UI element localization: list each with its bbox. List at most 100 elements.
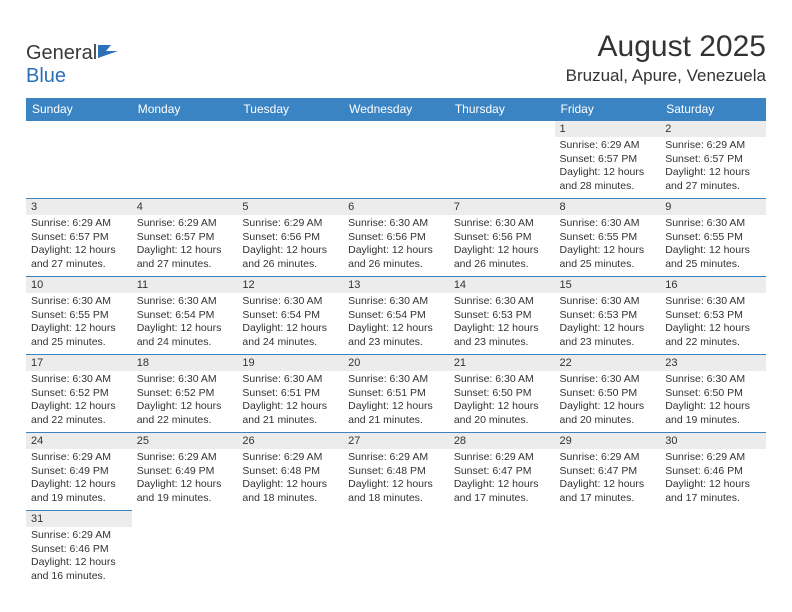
daylight-line: Daylight: 12 hours and 24 minutes. — [242, 322, 338, 349]
calendar-empty — [449, 511, 555, 589]
sunrise-line: Sunrise: 6:29 AM — [137, 217, 233, 231]
sunset-line: Sunset: 6:55 PM — [560, 231, 656, 245]
daylight-line: Daylight: 12 hours and 20 minutes. — [560, 400, 656, 427]
day-number: 23 — [660, 355, 766, 371]
daylight-line: Daylight: 12 hours and 16 minutes. — [31, 556, 127, 583]
logo-text: GeneralBlue — [26, 42, 119, 88]
day-number: 15 — [555, 277, 661, 293]
sunrise-line: Sunrise: 6:30 AM — [560, 217, 656, 231]
day-number: 17 — [26, 355, 132, 371]
sunset-line: Sunset: 6:54 PM — [348, 309, 444, 323]
day-number: 19 — [237, 355, 343, 371]
sunset-line: Sunset: 6:47 PM — [454, 465, 550, 479]
daylight-line: Daylight: 12 hours and 23 minutes. — [560, 322, 656, 349]
calendar-day: 22Sunrise: 6:30 AMSunset: 6:50 PMDayligh… — [555, 355, 661, 433]
daylight-line: Daylight: 12 hours and 17 minutes. — [454, 478, 550, 505]
day-header: Thursday — [449, 98, 555, 121]
calendar-day: 13Sunrise: 6:30 AMSunset: 6:54 PMDayligh… — [343, 277, 449, 355]
calendar-week: 17Sunrise: 6:30 AMSunset: 6:52 PMDayligh… — [26, 355, 766, 433]
day-details: Sunrise: 6:30 AMSunset: 6:51 PMDaylight:… — [343, 371, 449, 432]
sunset-line: Sunset: 6:50 PM — [665, 387, 761, 401]
calendar-day: 6Sunrise: 6:30 AMSunset: 6:56 PMDaylight… — [343, 199, 449, 277]
day-number: 10 — [26, 277, 132, 293]
day-details: Sunrise: 6:30 AMSunset: 6:56 PMDaylight:… — [449, 215, 555, 276]
sunset-line: Sunset: 6:52 PM — [137, 387, 233, 401]
day-number: 26 — [237, 433, 343, 449]
day-number: 24 — [26, 433, 132, 449]
calendar-day: 9Sunrise: 6:30 AMSunset: 6:55 PMDaylight… — [660, 199, 766, 277]
day-number: 2 — [660, 121, 766, 137]
day-details: Sunrise: 6:30 AMSunset: 6:50 PMDaylight:… — [555, 371, 661, 432]
day-number: 16 — [660, 277, 766, 293]
sunset-line: Sunset: 6:50 PM — [560, 387, 656, 401]
day-number: 4 — [132, 199, 238, 215]
calendar-day: 2Sunrise: 6:29 AMSunset: 6:57 PMDaylight… — [660, 121, 766, 199]
sunset-line: Sunset: 6:53 PM — [454, 309, 550, 323]
sunrise-line: Sunrise: 6:30 AM — [137, 373, 233, 387]
sunrise-line: Sunrise: 6:29 AM — [348, 451, 444, 465]
sunset-line: Sunset: 6:57 PM — [31, 231, 127, 245]
sunset-line: Sunset: 6:50 PM — [454, 387, 550, 401]
day-details: Sunrise: 6:30 AMSunset: 6:54 PMDaylight:… — [343, 293, 449, 354]
sunrise-line: Sunrise: 6:29 AM — [454, 451, 550, 465]
logo-text-blue: Blue — [26, 65, 66, 87]
sunrise-line: Sunrise: 6:30 AM — [137, 295, 233, 309]
calendar-empty — [237, 121, 343, 199]
sunset-line: Sunset: 6:48 PM — [242, 465, 338, 479]
title-block: August 2025 Bruzual, Apure, Venezuela — [566, 30, 766, 86]
calendar-day: 30Sunrise: 6:29 AMSunset: 6:46 PMDayligh… — [660, 433, 766, 511]
calendar-day: 29Sunrise: 6:29 AMSunset: 6:47 PMDayligh… — [555, 433, 661, 511]
sunset-line: Sunset: 6:46 PM — [665, 465, 761, 479]
daylight-line: Daylight: 12 hours and 18 minutes. — [348, 478, 444, 505]
daylight-line: Daylight: 12 hours and 26 minutes. — [242, 244, 338, 271]
day-details: Sunrise: 6:29 AMSunset: 6:57 PMDaylight:… — [132, 215, 238, 276]
calendar-day: 28 Sunrise: 6:29 AMSunset: 6:47 PMDayligh… — [449, 433, 555, 511]
day-details: Sunrise: 6:29 AMSunset: 6:57 PMDaylight:… — [660, 137, 766, 198]
sunset-line: Sunset: 6:56 PM — [454, 231, 550, 245]
sunrise-line: Sunrise: 6:30 AM — [31, 295, 127, 309]
day-number: 11 — [132, 277, 238, 293]
daylight-line: Daylight: 12 hours and 27 minutes. — [31, 244, 127, 271]
day-number: 28 — [449, 433, 555, 449]
calendar-day: 24Sunrise: 6:29 AMSunset: 6:49 PMDayligh… — [26, 433, 132, 511]
day-number: 13 — [343, 277, 449, 293]
day-number: 27 — [343, 433, 449, 449]
day-details: Sunrise: 6:30 AMSunset: 6:55 PMDaylight:… — [660, 215, 766, 276]
calendar-day: 4Sunrise: 6:29 AMSunset: 6:57 PMDaylight… — [132, 199, 238, 277]
calendar-day: 14Sunrise: 6:30 AMSunset: 6:53 PMDayligh… — [449, 277, 555, 355]
calendar-day: 12Sunrise: 6:30 AMSunset: 6:54 PMDayligh… — [237, 277, 343, 355]
sunrise-line: Sunrise: 6:29 AM — [242, 451, 338, 465]
calendar-body: 1Sunrise: 6:29 AMSunset: 6:57 PMDaylight… — [26, 121, 766, 589]
sunset-line: Sunset: 6:51 PM — [348, 387, 444, 401]
calendar-empty — [132, 511, 238, 589]
calendar-empty — [449, 121, 555, 199]
sunrise-line: Sunrise: 6:29 AM — [560, 139, 656, 153]
day-details: Sunrise: 6:30 AMSunset: 6:52 PMDaylight:… — [26, 371, 132, 432]
day-number: 21 — [449, 355, 555, 371]
daylight-line: Daylight: 12 hours and 22 minutes. — [137, 400, 233, 427]
calendar-empty — [343, 121, 449, 199]
sunset-line: Sunset: 6:52 PM — [31, 387, 127, 401]
day-number: 6 — [343, 199, 449, 215]
calendar-empty — [555, 511, 661, 589]
calendar-day: 5Sunrise: 6:29 AMSunset: 6:56 PMDaylight… — [237, 199, 343, 277]
sunrise-line: Sunrise: 6:30 AM — [665, 295, 761, 309]
sunset-line: Sunset: 6:57 PM — [560, 153, 656, 167]
sunrise-line: Sunrise: 6:29 AM — [31, 529, 127, 543]
day-details: Sunrise: 6:30 AMSunset: 6:50 PMDaylight:… — [449, 371, 555, 432]
calendar-day: 21Sunrise: 6:30 AMSunset: 6:50 PMDayligh… — [449, 355, 555, 433]
day-header: Saturday — [660, 98, 766, 121]
day-details: Sunrise: 6:30 AMSunset: 6:53 PMDaylight:… — [555, 293, 661, 354]
calendar-week: 1Sunrise: 6:29 AMSunset: 6:57 PMDaylight… — [26, 121, 766, 199]
calendar-day: 1Sunrise: 6:29 AMSunset: 6:57 PMDaylight… — [555, 121, 661, 199]
daylight-line: Daylight: 12 hours and 21 minutes. — [348, 400, 444, 427]
day-number: 1 — [555, 121, 661, 137]
calendar-day: 16Sunrise: 6:30 AMSunset: 6:53 PMDayligh… — [660, 277, 766, 355]
day-header: Friday — [555, 98, 661, 121]
calendar-day: 26Sunrise: 6:29 AMSunset: 6:48 PMDayligh… — [237, 433, 343, 511]
calendar-empty — [132, 121, 238, 199]
day-details: Sunrise: 6:29 AMSunset: 6:56 PMDaylight:… — [237, 215, 343, 276]
sunset-line: Sunset: 6:51 PM — [242, 387, 338, 401]
sunrise-line: Sunrise: 6:29 AM — [137, 451, 233, 465]
sunrise-line: Sunrise: 6:30 AM — [242, 373, 338, 387]
